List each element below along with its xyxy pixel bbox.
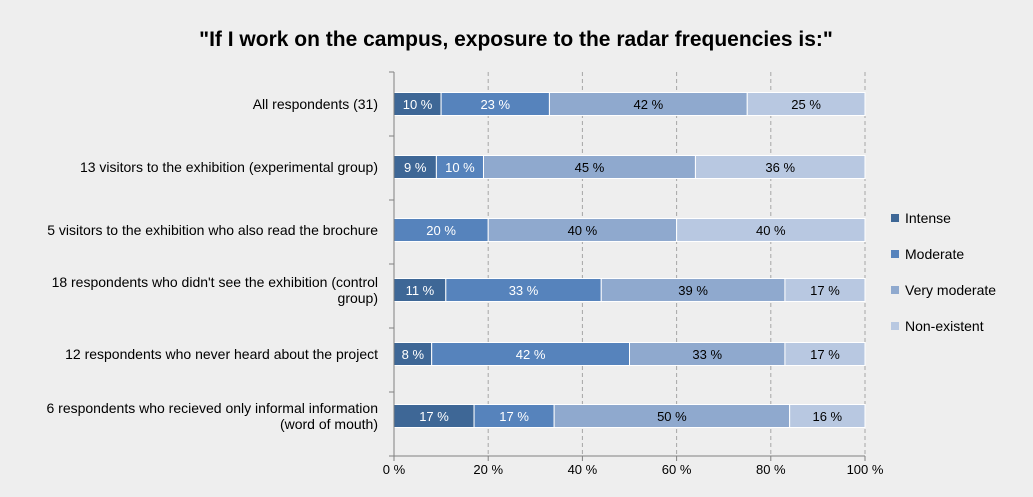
data-label: 33 %	[692, 347, 722, 362]
bar-segment	[746, 92, 866, 116]
legend-label: Intense	[905, 210, 951, 226]
legend-label: Moderate	[905, 246, 964, 262]
category-label-line: 5 visitors to the exhibition who also re…	[47, 222, 378, 238]
data-label: 36 %	[765, 160, 795, 175]
legend-label: Non-existent	[905, 318, 984, 334]
x-tick-label: 20 %	[473, 462, 503, 477]
category-label: 12 respondents who never heard about the…	[65, 346, 378, 362]
x-tick-label: 0 %	[383, 462, 406, 477]
data-label: 33 %	[509, 283, 539, 298]
category-label-line: (word of mouth)	[280, 416, 378, 432]
bar-segment	[694, 155, 866, 179]
category-label-line: All respondents (31)	[253, 96, 378, 112]
bar-segment	[789, 404, 866, 428]
data-label: 17 %	[810, 283, 840, 298]
data-label: 20 %	[426, 223, 456, 238]
data-label: 17 %	[419, 409, 449, 424]
category-label: 13 visitors to the exhibition (experimen…	[80, 159, 378, 175]
x-tick-label: 60 %	[662, 462, 692, 477]
data-label: 23 %	[480, 97, 510, 112]
category-label: 18 respondents who didn't see the exhibi…	[52, 274, 378, 306]
data-label: 25 %	[791, 97, 821, 112]
x-tick-label: 100 %	[847, 462, 884, 477]
data-label: 17 %	[499, 409, 529, 424]
category-label-line: 13 visitors to the exhibition (experimen…	[80, 159, 378, 175]
data-label: 40 %	[756, 223, 786, 238]
legend-swatch	[891, 250, 899, 258]
data-label: 42 %	[516, 347, 546, 362]
data-label: 42 %	[634, 97, 664, 112]
data-label: 50 %	[657, 409, 687, 424]
category-label-line: group)	[338, 290, 378, 306]
data-label: 10 %	[403, 97, 433, 112]
x-tick-label: 40 %	[568, 462, 598, 477]
legend-swatch	[891, 214, 899, 222]
category-label: 5 visitors to the exhibition who also re…	[47, 222, 378, 238]
bar-segment	[784, 278, 866, 302]
category-label: All respondents (31)	[253, 96, 378, 112]
legend-label: Very moderate	[905, 282, 996, 298]
data-label: 10 %	[445, 160, 475, 175]
data-label: 39 %	[678, 283, 708, 298]
data-label: 9 %	[404, 160, 427, 175]
chart-title: "If I work on the campus, exposure to th…	[199, 28, 833, 51]
legend-swatch	[891, 286, 899, 294]
bar-segment	[784, 342, 866, 366]
category-label: 6 respondents who recieved only informal…	[46, 400, 378, 432]
data-label: 16 %	[812, 409, 842, 424]
category-label-line: 6 respondents who recieved only informal…	[46, 400, 378, 416]
data-label: 40 %	[568, 223, 598, 238]
legend-swatch	[891, 322, 899, 330]
x-tick-label: 80 %	[756, 462, 786, 477]
data-label: 8 %	[402, 347, 425, 362]
data-label: 17 %	[810, 347, 840, 362]
category-label-line: 18 respondents who didn't see the exhibi…	[52, 274, 378, 290]
bar-segment	[676, 218, 866, 242]
data-label: 11 %	[406, 283, 435, 298]
data-label: 45 %	[575, 160, 605, 175]
category-label-line: 12 respondents who never heard about the…	[65, 346, 378, 362]
